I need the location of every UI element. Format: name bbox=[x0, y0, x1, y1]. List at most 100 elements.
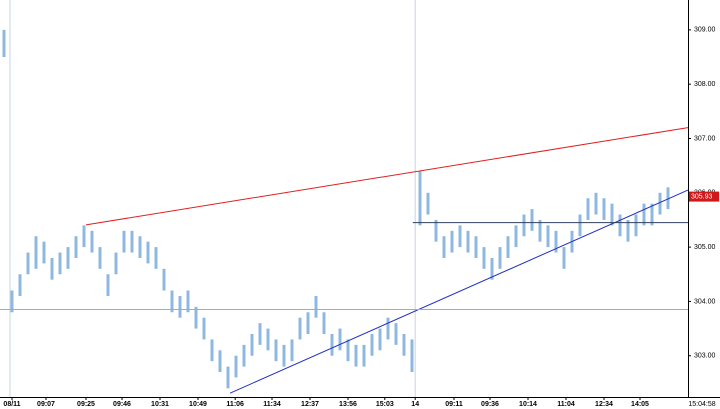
x-tick-label: 09:11 bbox=[445, 401, 463, 408]
price-bar bbox=[122, 230, 126, 253]
price-bar bbox=[562, 247, 566, 269]
price-bar bbox=[170, 290, 174, 313]
price-bar bbox=[426, 192, 430, 215]
price-bar bbox=[650, 203, 654, 226]
price-bar bbox=[346, 339, 350, 362]
price-bar bbox=[106, 274, 110, 296]
price-bar bbox=[10, 290, 14, 313]
x-tick-label: 12:37 bbox=[301, 401, 319, 408]
price-bar bbox=[514, 225, 518, 248]
price-bar bbox=[610, 203, 614, 226]
price-bar bbox=[250, 334, 254, 356]
x-tick-label: 10:49 bbox=[189, 401, 207, 408]
last-price-box bbox=[689, 191, 719, 202]
x-tick-label: 11:06 bbox=[226, 401, 244, 408]
price-bar bbox=[178, 295, 182, 318]
price-bar bbox=[402, 334, 406, 356]
price-bar bbox=[394, 323, 398, 345]
x-tick-label: 09:07 bbox=[37, 401, 55, 408]
price-bar bbox=[82, 225, 86, 248]
price-bar bbox=[186, 290, 190, 313]
price-bar bbox=[18, 274, 22, 296]
price-bar bbox=[410, 339, 414, 373]
price-bar bbox=[242, 344, 246, 367]
price-bar bbox=[330, 334, 334, 356]
price-bar bbox=[546, 225, 550, 248]
y-tick-label: 303.00 bbox=[694, 353, 716, 360]
x-tick-label: 09:36 bbox=[481, 401, 499, 408]
price-bar bbox=[322, 312, 326, 335]
y-tick-label: 308.00 bbox=[694, 81, 716, 88]
x-tick-label: 09:25 bbox=[77, 401, 95, 408]
x-tick-label: 10:31 bbox=[151, 401, 169, 408]
price-bar bbox=[618, 214, 622, 237]
y-tick-label: 309.00 bbox=[694, 27, 716, 34]
price-bar bbox=[586, 198, 590, 220]
price-bar bbox=[378, 328, 382, 351]
price-bar bbox=[50, 257, 54, 280]
price-bar bbox=[290, 339, 294, 362]
x-tick-label: 12:34 bbox=[595, 401, 613, 408]
price-bar bbox=[450, 230, 454, 253]
price-bar bbox=[66, 247, 70, 269]
price-bar bbox=[530, 209, 534, 231]
price-bar bbox=[370, 334, 374, 356]
price-bar bbox=[418, 171, 422, 226]
price-bar bbox=[34, 236, 38, 269]
price-bar bbox=[306, 312, 310, 335]
trend-line bbox=[85, 127, 689, 226]
price-bar bbox=[154, 247, 158, 269]
price-bar bbox=[506, 236, 510, 258]
price-bar bbox=[98, 247, 102, 269]
price-bar bbox=[130, 230, 134, 253]
price-bar bbox=[658, 192, 662, 215]
price-bar bbox=[538, 219, 542, 242]
price-bar bbox=[234, 355, 238, 378]
price-bar bbox=[210, 339, 214, 362]
x-tick-label: 09:46 bbox=[113, 401, 131, 408]
price-bar bbox=[490, 257, 494, 280]
price-bar bbox=[114, 252, 118, 275]
price-bar bbox=[466, 230, 470, 253]
price-bar bbox=[42, 241, 46, 264]
price-bar bbox=[266, 328, 270, 351]
x-tick-label: 11:34 bbox=[263, 401, 281, 408]
price-bar bbox=[90, 230, 94, 253]
price-bar bbox=[434, 219, 438, 242]
price-bar bbox=[354, 344, 358, 367]
x-tick-label: 10:14 bbox=[519, 401, 537, 408]
price-bar bbox=[634, 214, 638, 237]
price-bar bbox=[642, 203, 646, 226]
clock: 15:04:58 bbox=[688, 401, 715, 408]
x-tick-label: 08/11 bbox=[3, 401, 20, 408]
price-bar bbox=[362, 344, 366, 367]
x-tick-label: 15:03 bbox=[376, 401, 394, 408]
price-bar bbox=[314, 295, 318, 318]
price-bar bbox=[554, 230, 558, 253]
price-bar bbox=[474, 236, 478, 258]
last-price-label: 305.93 bbox=[691, 193, 713, 200]
price-bar bbox=[146, 241, 150, 264]
y-tick-label: 304.00 bbox=[694, 298, 716, 305]
price-bar bbox=[74, 236, 78, 258]
price-bar bbox=[578, 214, 582, 237]
price-bar bbox=[194, 306, 198, 329]
y-tick-label: 305.00 bbox=[694, 244, 716, 251]
price-bar bbox=[282, 344, 286, 367]
x-tick-label: 14:05 bbox=[631, 401, 649, 408]
price-bar bbox=[138, 236, 142, 258]
price-bar bbox=[202, 317, 206, 340]
price-bar bbox=[58, 252, 62, 275]
trend-line bbox=[229, 189, 689, 394]
y-tick-label: 307.00 bbox=[694, 135, 716, 142]
price-bar bbox=[258, 323, 262, 345]
price-bar bbox=[338, 328, 342, 351]
price-bar bbox=[626, 219, 630, 242]
x-tick-label: 13:56 bbox=[339, 401, 357, 408]
price-bar bbox=[26, 252, 30, 275]
price-bar bbox=[602, 198, 606, 220]
price-bar bbox=[498, 247, 502, 269]
price-bar bbox=[594, 192, 598, 215]
price-bar bbox=[522, 214, 526, 237]
